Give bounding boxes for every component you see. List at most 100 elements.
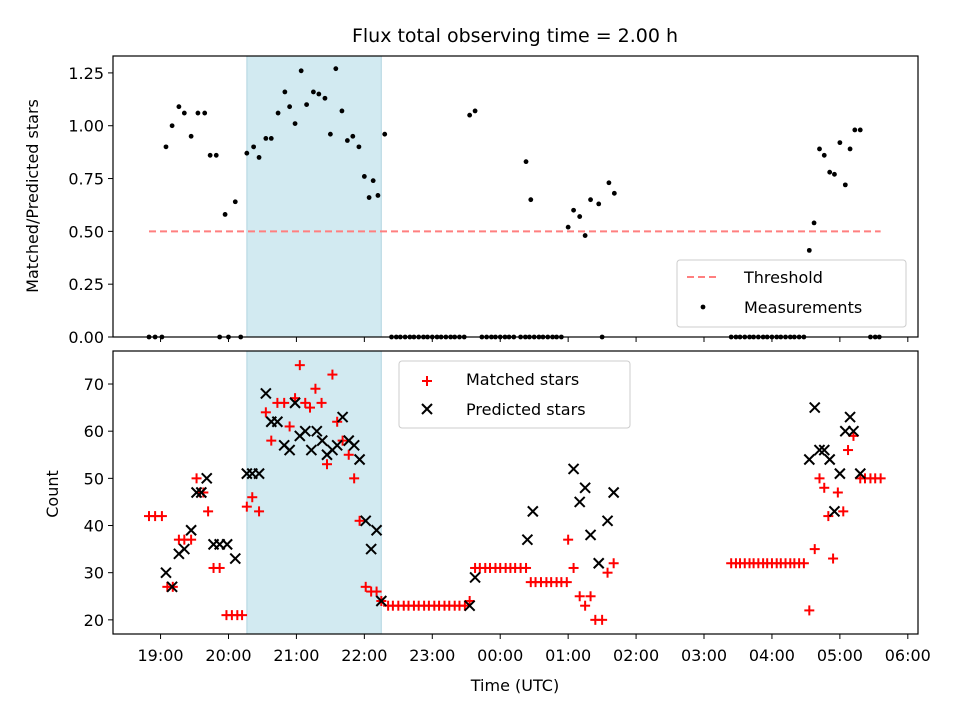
- measurement-point: [207, 152, 213, 158]
- predicted-star-marker: [190, 486, 203, 499]
- top-panel: 0.00 0.25 0.50 0.75 1.00 1.25 Threshold Measure…: [68, 55, 919, 347]
- measurement-point: [195, 110, 201, 116]
- matched-star-marker: [327, 369, 338, 380]
- matched-star-marker: [305, 402, 316, 413]
- measurement-point: [298, 68, 304, 74]
- matched-star-marker: [284, 421, 295, 432]
- top-y-axis-label: Matched/Predicted stars: [23, 99, 42, 293]
- measurement-point: [244, 150, 250, 156]
- measurement-point: [268, 135, 274, 141]
- matched-star-marker: [321, 459, 332, 470]
- measurement-point: [176, 104, 182, 110]
- predicted-star-marker: [854, 467, 866, 480]
- matched-star-marker: [337, 435, 348, 446]
- x-axis-label: Time (UTC): [470, 676, 559, 695]
- matched-star-marker: [561, 577, 572, 588]
- matched-star-marker: [804, 605, 815, 616]
- measurement-point: [806, 247, 812, 253]
- matched-star-marker: [602, 567, 613, 578]
- measurement-point: [467, 112, 473, 118]
- predicted-star-marker: [823, 453, 836, 466]
- predicted-star-marker: [365, 543, 377, 555]
- x-tick-label: 19:00: [137, 646, 183, 665]
- predicted-star-marker: [195, 486, 208, 499]
- measurement-point: [304, 102, 310, 107]
- measurement-point: [169, 123, 175, 129]
- x-tick-label: 01:00: [545, 646, 591, 665]
- measurement-point: [472, 108, 478, 114]
- measurement-point: [811, 220, 817, 226]
- predicted-star-marker: [360, 515, 372, 527]
- measurement-point: [847, 146, 853, 152]
- matched-star-marker: [241, 501, 252, 512]
- measurement-point: [842, 182, 848, 188]
- measurement-point: [832, 171, 837, 177]
- matched-star-marker: [809, 544, 820, 555]
- matched-star-marker: [310, 383, 321, 394]
- chart-title: Flux total observing time = 2.00 h: [352, 25, 678, 47]
- predicted-star-marker: [221, 538, 233, 551]
- top-observing-window: [246, 55, 382, 338]
- measurement-point: [316, 91, 322, 97]
- matched-star-marker: [828, 553, 839, 564]
- measurement-point: [366, 195, 372, 200]
- legend-matched-label: Matched stars: [466, 370, 579, 389]
- predicted-star-marker: [601, 515, 614, 527]
- predicted-star-marker: [289, 397, 301, 409]
- x-tick-label: 21:00: [273, 646, 319, 665]
- predicted-star-marker: [573, 496, 586, 508]
- bottom-y-tick-label: 20: [84, 611, 104, 630]
- matched-star-marker: [294, 360, 305, 371]
- predicted-star-marker: [271, 416, 284, 428]
- top-legend-box: [676, 259, 907, 328]
- predicted-star-marker: [828, 505, 841, 518]
- predicted-star-marker: [253, 467, 265, 480]
- predicted-star-marker: [567, 463, 580, 475]
- matched-star-marker: [574, 591, 585, 602]
- matched-star-marker: [349, 473, 360, 484]
- predicted-star-marker: [160, 566, 172, 579]
- predicted-star-marker: [847, 425, 860, 437]
- measurement-point: [327, 131, 333, 137]
- matched-star-marker: [597, 614, 608, 625]
- legend-predicted-label: Predicted stars: [466, 400, 586, 419]
- measurement-point: [322, 95, 328, 101]
- bottom-y-tick-label: 30: [84, 564, 104, 583]
- matched-star-marker: [156, 511, 167, 522]
- measurement-point: [606, 180, 612, 186]
- measurement-point: [528, 197, 534, 203]
- matched-star-marker: [814, 473, 825, 484]
- measurement-point: [382, 131, 388, 137]
- measurement-point: [356, 144, 362, 150]
- measurement-point: [611, 190, 617, 196]
- measurement-point: [565, 224, 571, 230]
- matched-star-marker: [843, 445, 854, 456]
- measurement-point: [188, 133, 194, 139]
- x-tick-label: 22:00: [341, 646, 387, 665]
- x-tick-label: 03:00: [681, 646, 727, 665]
- bottom-y-tick-label: 70: [84, 375, 104, 394]
- x-tick-label: 05:00: [817, 646, 863, 665]
- predicted-star-marker: [348, 439, 360, 452]
- matched-star-marker: [191, 473, 202, 484]
- predicted-star-marker: [316, 434, 328, 447]
- predicted-star-marker: [469, 571, 481, 584]
- x-tick-label: 04:00: [749, 646, 795, 665]
- measurement-point: [370, 178, 376, 184]
- predicted-star-marker: [166, 581, 178, 593]
- measurement-point: [232, 199, 238, 205]
- matched-star-marker: [214, 562, 225, 573]
- matched-star-marker: [279, 397, 290, 408]
- x-tick-label: 23:00: [409, 646, 455, 665]
- measurement-point: [181, 110, 187, 116]
- matched-star-marker: [823, 511, 834, 522]
- predicted-star-marker: [260, 387, 272, 400]
- matched-star-marker: [300, 397, 311, 408]
- measurement-point: [817, 146, 822, 152]
- x-tick-label: 02:00: [613, 646, 659, 665]
- legend-threshold-label: Threshold: [743, 268, 823, 287]
- matched-star-marker: [608, 558, 619, 569]
- bottom-y-axis-label: Count: [43, 470, 62, 518]
- measurement-point: [375, 193, 381, 198]
